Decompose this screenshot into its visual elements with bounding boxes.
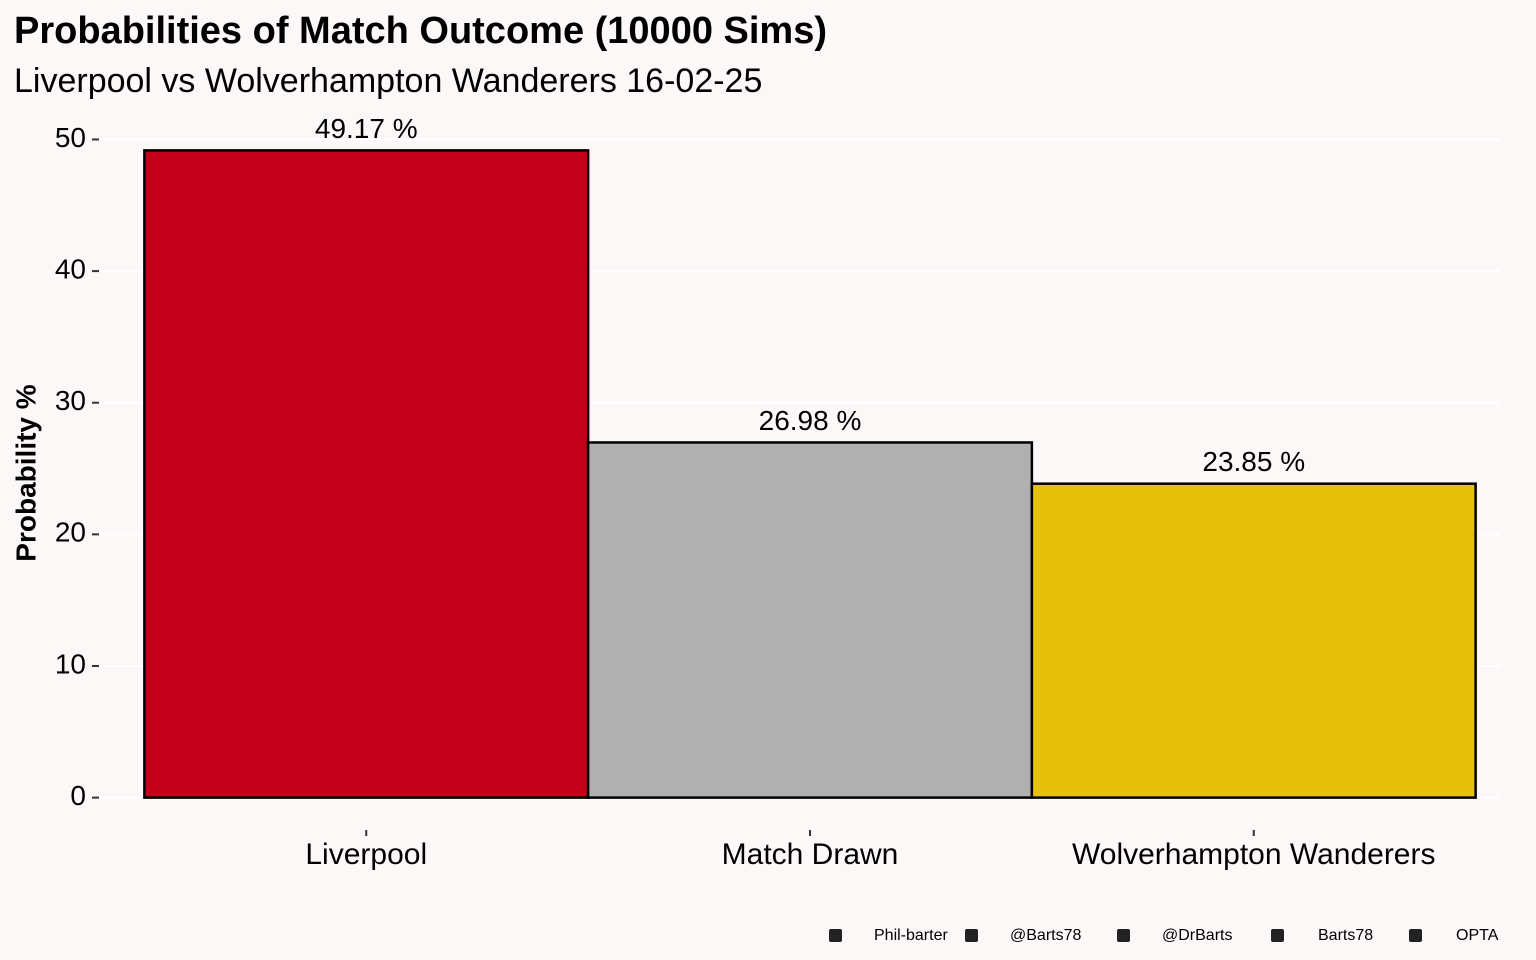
- x-tick-label: Match Drawn: [722, 838, 899, 871]
- caption-text: @Barts78: [1010, 927, 1081, 944]
- caption-icon: [1117, 929, 1130, 942]
- y-tick-label: 10: [55, 648, 86, 679]
- x-tick-label: Wolverhampton Wanderers: [1072, 838, 1436, 871]
- caption-icon: [965, 929, 978, 942]
- caption-text: Phil-barter: [874, 927, 948, 944]
- y-tick-label: 0: [70, 780, 86, 811]
- bar: [1030, 482, 1477, 799]
- y-tick-label: 20: [55, 517, 86, 548]
- bar: [143, 149, 590, 799]
- chart-title: Probabilities of Match Outcome (10000 Si…: [14, 10, 827, 52]
- value-label: 23.85 %: [1202, 446, 1305, 477]
- caption-icon: [1271, 929, 1284, 942]
- bar: [586, 441, 1034, 799]
- caption-icon: [829, 929, 842, 942]
- caption-text: Barts78: [1318, 927, 1373, 944]
- x-tick-label: Liverpool: [305, 838, 427, 871]
- caption-text: OPTA: [1456, 927, 1499, 944]
- y-tick-label: 40: [55, 253, 86, 284]
- y-tick-label: 30: [55, 385, 86, 416]
- caption-text: @DrBarts: [1162, 927, 1232, 944]
- caption-icon: [1409, 929, 1422, 942]
- y-tick-label: 50: [55, 122, 86, 153]
- value-label: 49.17 %: [315, 113, 418, 144]
- value-label: 26.98 %: [759, 405, 862, 436]
- y-axis-title: Probability %: [10, 384, 41, 561]
- chart-subtitle: Liverpool vs Wolverhampton Wanderers 16-…: [14, 62, 762, 100]
